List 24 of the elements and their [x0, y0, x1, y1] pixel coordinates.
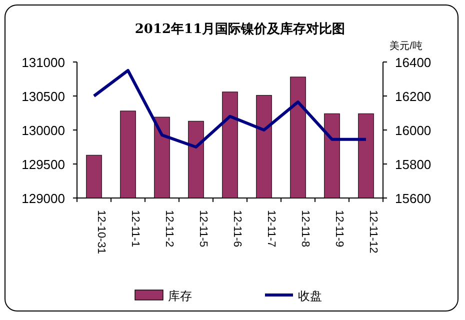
y2-tick-label: 16400 — [395, 55, 432, 70]
legend-label: 库存 — [168, 289, 192, 303]
x-tick-label: 12-11-5 — [197, 210, 209, 248]
x-tick-label: 12-11-6 — [231, 210, 243, 248]
y2-tick-label: 15800 — [395, 157, 432, 172]
x-tick-label: 12-11-12 — [367, 210, 379, 254]
y2-axis-title: 美元/吨 — [390, 40, 422, 52]
x-tick-label: 12-10-31 — [95, 210, 107, 254]
y2-tick-label: 16000 — [395, 123, 432, 138]
y-tick-label: 129500 — [22, 157, 65, 172]
line-series — [92, 69, 368, 148]
x-tick-label: 12-11-2 — [163, 210, 175, 248]
x-tick-label: 12-11-9 — [333, 210, 345, 248]
x-tick-label: 12-11-1 — [129, 210, 141, 248]
chart-title: 2012年11月国际镍价及库存对比图 — [134, 21, 346, 37]
x-tick-label: 12-11-8 — [299, 210, 311, 248]
y-tick-label: 130000 — [22, 123, 65, 138]
y-tick-label: 129000 — [22, 191, 65, 206]
legend-label: 收盘 — [298, 289, 322, 303]
y2-tick-label: 16200 — [395, 89, 432, 104]
y-tick-label: 131000 — [22, 55, 65, 70]
y2-tick-label: 15600 — [395, 191, 432, 206]
x-tick-label: 12-11-7 — [265, 210, 277, 248]
y-tick-label: 130500 — [22, 89, 65, 104]
